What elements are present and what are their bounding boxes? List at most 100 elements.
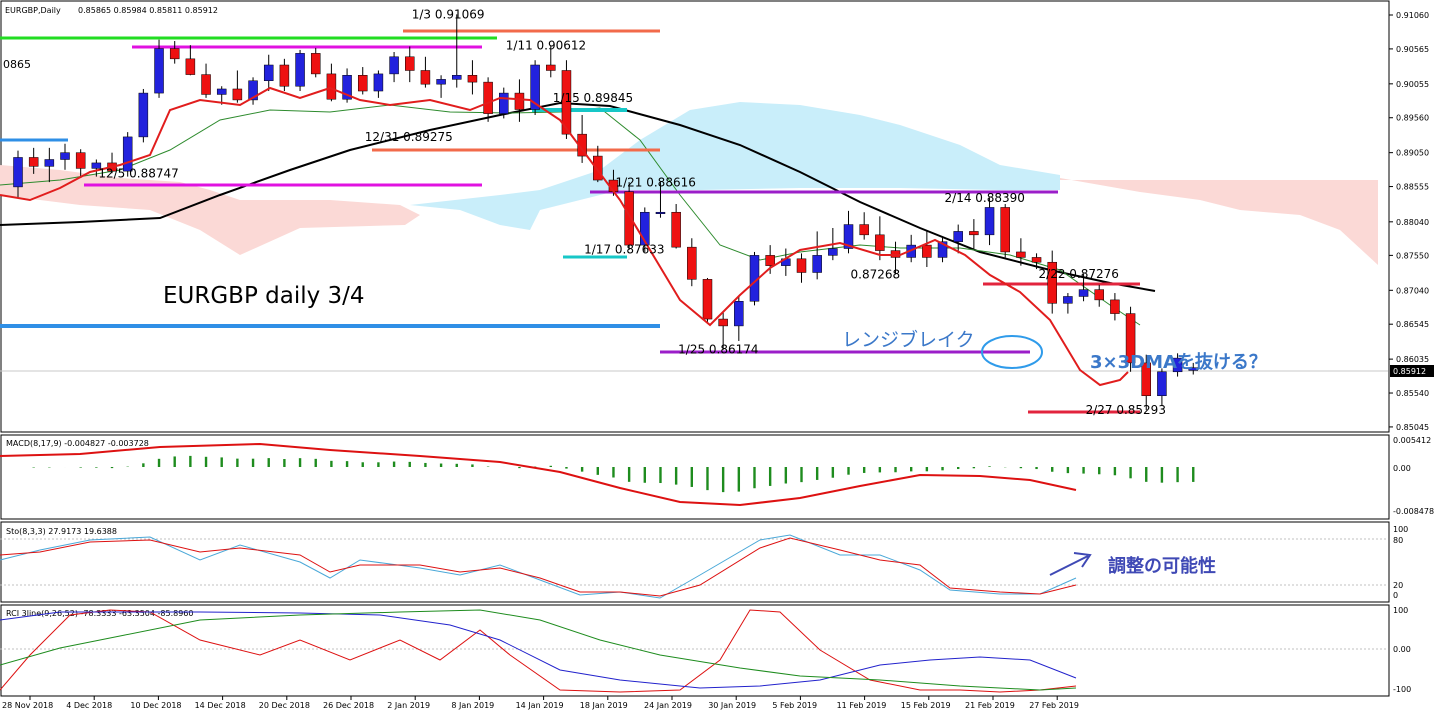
price-tick: 0.87550 xyxy=(1396,251,1429,260)
rci-long-line xyxy=(0,609,1077,691)
candle xyxy=(593,145,603,183)
candle xyxy=(953,224,963,254)
date-label: 10 Dec 2018 xyxy=(130,701,181,710)
candle xyxy=(1141,354,1151,411)
candle xyxy=(922,231,932,268)
break-circle xyxy=(981,335,1043,369)
candle xyxy=(326,63,337,102)
candle xyxy=(1157,368,1167,407)
candle xyxy=(1000,204,1010,258)
candle xyxy=(1078,273,1089,302)
header-ohlc: 0.85865 0.85984 0.85811 0.85912 xyxy=(78,6,218,15)
candle xyxy=(185,45,196,76)
candle xyxy=(201,63,211,98)
range-break-label: レンジブレイク xyxy=(842,328,975,351)
price-labels: 1/3 0.91069 1/11 0.90612 1/15 0.89845 12/31… xyxy=(98,7,1166,417)
candle xyxy=(1047,250,1057,314)
sto-signal-line xyxy=(0,537,1077,597)
left-clip-price: 0865 xyxy=(3,58,31,71)
price-tick: 0.89050 xyxy=(1396,149,1429,158)
candle xyxy=(263,54,274,92)
date-label: 24 Jan 2019 xyxy=(644,701,692,710)
price-axis: 0.91060 0.90565 0.90055 0.89560 0.89050 0.885… xyxy=(1389,11,1429,432)
candle xyxy=(342,68,352,103)
sto-tick-3: 20 xyxy=(1393,581,1403,590)
price-label: 1/21 0.88616 xyxy=(615,175,695,189)
sto-title: Sto(8,3,3) 27.9173 19.6388 xyxy=(6,527,117,536)
candle xyxy=(734,296,744,341)
date-label: 14 Jan 2019 xyxy=(516,701,564,710)
macd-panel xyxy=(0,434,1390,520)
candle xyxy=(859,212,869,240)
price-tick: 0.88040 xyxy=(1396,218,1429,227)
current-price: 0.85912 xyxy=(1393,367,1426,376)
macd-signal-line xyxy=(0,442,1077,507)
main-panel xyxy=(0,0,1390,433)
date-label: 21 Feb 2019 xyxy=(965,701,1015,710)
rci-tick-1: 100 xyxy=(1393,606,1408,615)
candle xyxy=(577,114,587,163)
candle xyxy=(420,56,431,88)
price-tick: 0.85540 xyxy=(1396,389,1429,398)
candle xyxy=(499,87,509,119)
macd-title: MACD(8,17,9) -0.004827 -0.003728 xyxy=(6,439,149,448)
rci-tick-3: -100 xyxy=(1393,685,1411,694)
candle xyxy=(405,46,415,83)
candle xyxy=(310,47,321,78)
price-label: 1/25 0.86174 xyxy=(678,343,758,357)
date-label: 4 Dec 2018 xyxy=(66,701,112,710)
candle xyxy=(671,204,681,249)
candle xyxy=(655,182,666,218)
candle xyxy=(561,60,572,139)
date-label: 15 Feb 2019 xyxy=(901,701,951,710)
date-label: 5 Feb 2019 xyxy=(772,701,817,710)
chart-title: EURGBP daily 3/4 xyxy=(163,283,365,309)
macd-histogram xyxy=(32,455,1195,493)
rci-mid-line xyxy=(0,611,1077,689)
candle xyxy=(75,149,86,178)
date-label: 11 Feb 2019 xyxy=(837,701,887,710)
date-label: 20 Dec 2018 xyxy=(259,701,310,710)
rci-title: RCI 3line(9,26,52) -78.3333 -63.3504 -85… xyxy=(6,609,194,618)
candle xyxy=(138,88,149,143)
ichimoku-cloud xyxy=(0,102,1378,265)
candle xyxy=(28,147,39,174)
candle xyxy=(122,132,133,177)
price-label: 12/5 0.88747 xyxy=(98,166,178,180)
candle xyxy=(530,60,540,115)
candle xyxy=(1188,362,1198,375)
date-label: 30 Jan 2019 xyxy=(708,701,756,710)
sto-tick-2: 80 xyxy=(1393,536,1403,545)
candle xyxy=(483,77,493,122)
candle xyxy=(875,216,885,261)
macd-tick-2: 0.00 xyxy=(1393,464,1411,473)
macd-tick-1: 0.005412 xyxy=(1393,436,1431,445)
candle xyxy=(702,277,713,322)
candle xyxy=(13,150,23,199)
candle xyxy=(640,207,650,252)
price-tick: 0.89560 xyxy=(1396,114,1429,123)
price-label: 2/27 0.85293 xyxy=(1086,403,1166,417)
rci-short-line xyxy=(0,609,1077,693)
sto-main-line xyxy=(0,534,1077,599)
candle xyxy=(514,79,525,122)
price-tick: 0.87040 xyxy=(1396,286,1429,295)
date-label: 14 Dec 2018 xyxy=(195,701,246,710)
price-tick: 0.91060 xyxy=(1396,11,1429,20)
adjust-note: 調整の可能性 xyxy=(1108,555,1216,577)
candle xyxy=(248,77,258,105)
candle xyxy=(60,143,70,170)
candle xyxy=(796,253,807,283)
candle xyxy=(279,58,290,92)
sto-tick-4: 0 xyxy=(1393,591,1398,600)
candle xyxy=(937,236,948,263)
price-label: 2/14 0.88390 xyxy=(945,191,1025,205)
mid-ma-line xyxy=(0,104,1141,326)
date-label: 26 Dec 2018 xyxy=(323,701,374,710)
candle xyxy=(216,86,227,105)
price-label: 1/11 0.90612 xyxy=(506,39,586,53)
header-symbol: EURGBP,Daily xyxy=(5,6,61,15)
macd-tick-3: -0.008478 xyxy=(1393,507,1434,516)
date-label: 27 Feb 2019 xyxy=(1029,701,1079,710)
long-ma-line xyxy=(0,101,1156,292)
